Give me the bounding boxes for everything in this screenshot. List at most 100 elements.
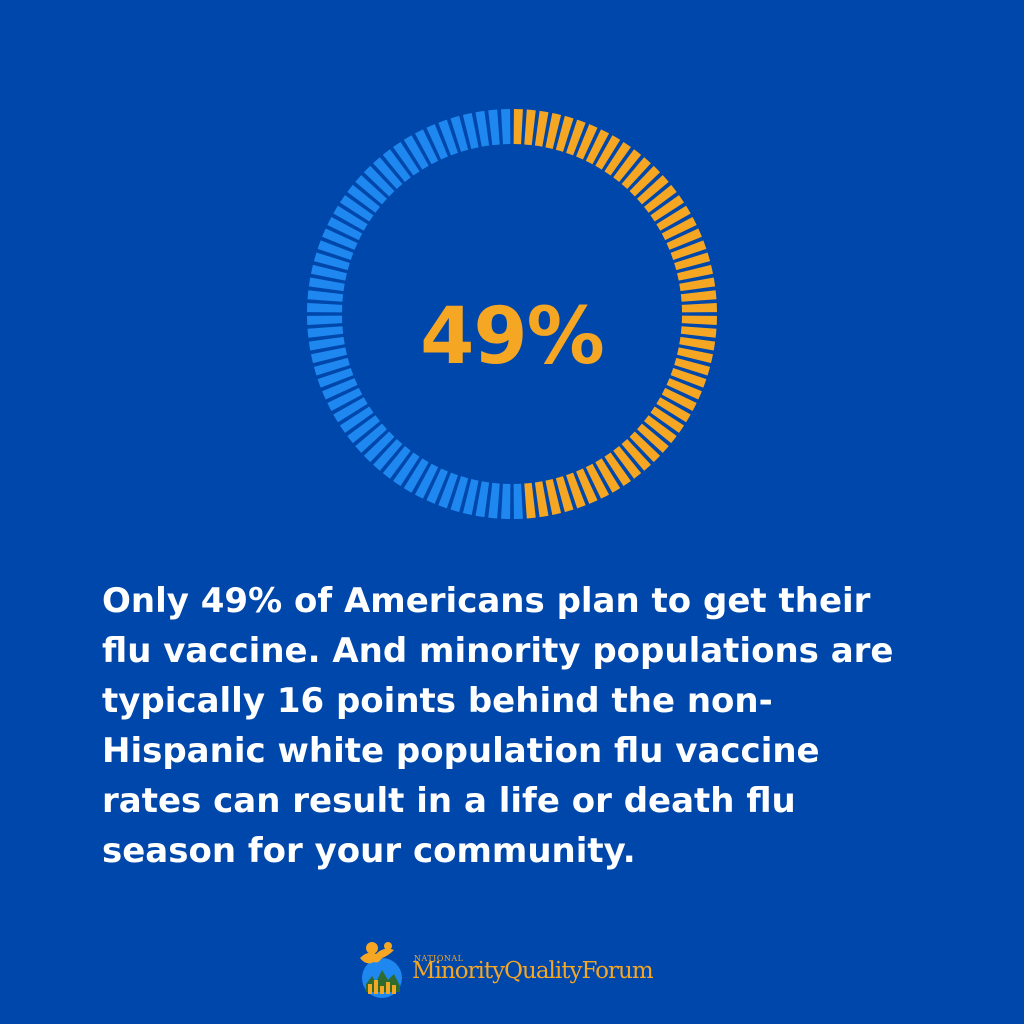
globe-figure-icon <box>360 942 402 998</box>
logo-name: MinorityQualityForum <box>412 958 654 984</box>
logo-small-text: NATIONAL <box>414 954 464 963</box>
gauge-segment-remainder <box>339 406 374 433</box>
gauge-segment-filled <box>670 368 707 388</box>
gauge-segment-filled <box>555 115 574 152</box>
gauge-segment-remainder <box>403 135 429 170</box>
gauge-segment-remainder <box>438 119 458 156</box>
gauge-segment-filled <box>666 378 702 400</box>
gauge-segment-filled <box>637 175 669 205</box>
gauge-segment-remainder <box>403 458 429 493</box>
gauge-segment-remainder <box>373 439 403 471</box>
gauge-segment-remainder <box>307 290 344 302</box>
gauge-segment-remainder <box>355 423 387 453</box>
gauge-segment-remainder <box>311 264 347 281</box>
gauge-segment-filled <box>613 149 642 182</box>
gauge-segment-remainder <box>501 483 511 519</box>
gauge-segment-remainder <box>393 141 420 176</box>
gauge-segment-remainder <box>513 483 523 519</box>
gauge-segment-remainder <box>317 368 354 388</box>
message-line: Only 49% of Americans plan to get their <box>102 581 871 621</box>
message-line: flu vaccine. And minority populations ar… <box>102 631 894 671</box>
gauge-segment-filled <box>534 481 549 518</box>
gauge-segment-filled <box>585 129 610 165</box>
gauge-segment-remainder <box>414 463 439 499</box>
gauge-segment-remainder <box>308 277 345 292</box>
gauge-segment-remainder <box>327 387 363 412</box>
message-line: rates can result in a life or death flu <box>102 781 796 821</box>
gauge-segment-remainder <box>488 482 500 519</box>
organization-logo: NATIONAL MinorityQualityForum <box>354 936 684 1006</box>
gauge-segment-filled <box>674 252 711 271</box>
gauge-segment-remainder <box>307 326 344 338</box>
gauge-segment-filled <box>679 277 716 292</box>
gauge-segment-remainder <box>322 228 358 250</box>
gauge-segment-filled <box>674 357 711 376</box>
gauge-segment-remainder <box>462 113 479 149</box>
gauge-segment-remainder <box>322 378 358 400</box>
gauge-segment-filled <box>680 326 717 338</box>
gauge-segment-remainder <box>347 184 380 213</box>
gauge-segment-remainder <box>382 446 411 479</box>
message-text: Only 49% of Americans plan to get their … <box>102 576 932 876</box>
gauge-segment-remainder <box>311 347 347 364</box>
gauge-segment-remainder <box>333 205 368 231</box>
gauge-segment-filled <box>656 205 691 231</box>
gauge-segment-filled <box>650 195 685 222</box>
gauge-segment-filled <box>576 124 598 160</box>
gauge-segment-filled <box>545 479 562 515</box>
gauge-segment-filled <box>513 109 523 145</box>
gauge-segment-remainder <box>450 476 469 513</box>
gauge-segment-remainder <box>462 479 479 515</box>
gauge-segment-filled <box>613 446 642 479</box>
gauge-segment-filled <box>644 184 677 213</box>
center-percent-label: 49% <box>420 292 605 382</box>
gauge-segment-filled <box>666 228 702 250</box>
gauge-segment-filled <box>524 109 536 146</box>
gauge-segment-filled <box>681 315 717 325</box>
gauge-segment-remainder <box>382 149 411 182</box>
gauge-segment-remainder <box>393 452 420 487</box>
gauge-segment-filled <box>680 290 717 302</box>
gauge-segment-remainder <box>308 336 345 351</box>
gauge-segment-remainder <box>313 252 350 271</box>
gauge-segment-filled <box>555 476 574 513</box>
gauge-segment-filled <box>585 463 610 499</box>
gauge-segment-remainder <box>363 431 395 463</box>
gauge-segment-remainder <box>438 472 458 509</box>
gauge-segment-filled <box>661 216 697 241</box>
gauge-segment-filled <box>534 110 549 147</box>
gauge-segment-remainder <box>307 315 343 325</box>
gauge-segment-remainder <box>313 357 350 376</box>
gauge-segment-filled <box>644 415 677 444</box>
gauge-segment-filled <box>604 452 631 487</box>
gauge-segment-filled <box>604 141 631 176</box>
gauge-segment-remainder <box>373 157 403 189</box>
gauge-segment-filled <box>629 431 661 463</box>
gauge-segment-filled <box>595 135 621 170</box>
gauge-segment-remainder <box>363 165 395 197</box>
gauge-segment-filled <box>681 303 717 313</box>
gauge-segment-filled <box>566 472 586 509</box>
gauge-segment-remainder <box>488 109 500 146</box>
gauge-segment-filled <box>677 347 713 364</box>
gauge-segment-filled <box>650 406 685 433</box>
gauge-segment-filled <box>656 397 691 423</box>
gauge-segment-remainder <box>339 195 374 222</box>
message-line: season for your community. <box>102 831 636 871</box>
gauge-segment-remainder <box>327 216 363 241</box>
gauge-segment-remainder <box>333 397 368 423</box>
gauge-segment-filled <box>576 468 598 504</box>
gauge-segment-filled <box>661 387 697 412</box>
gauge-segment-filled <box>621 439 651 471</box>
gauge-segment-filled <box>545 113 562 149</box>
gauge-segment-remainder <box>347 415 380 444</box>
gauge-segment-remainder <box>355 175 387 205</box>
gauge-segment-remainder <box>475 481 490 518</box>
gauge-segment-remainder <box>414 129 439 165</box>
message-line: typically 16 points behind the non- <box>102 681 773 721</box>
gauge-segment-filled <box>679 336 716 351</box>
gauge-segment-remainder <box>426 468 448 504</box>
gauge-segment-filled <box>670 240 707 260</box>
message-line: Hispanic white population flu vaccine <box>102 731 820 771</box>
gauge-segment-remainder <box>317 240 354 260</box>
